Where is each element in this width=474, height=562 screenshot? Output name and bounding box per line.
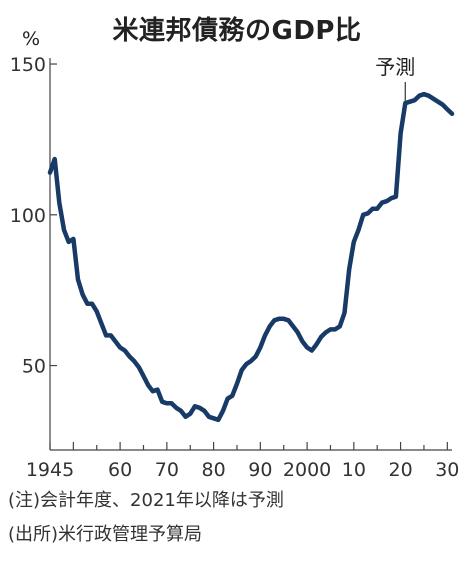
x-tick-label: 80 [202,459,226,481]
x-tick-label: 2000 [283,459,331,481]
x-tick-label: 1945 [26,459,74,481]
y-axis-unit-label: % [22,28,41,50]
x-tick-label: 10 [342,459,366,481]
footnote-fiscal-year: (注)会計年度、2021年以降は予測 [8,490,284,511]
chart-title: 米連邦債務のGDP比 [112,16,362,46]
y-tick-label: 150 [10,54,46,76]
x-tick-label: 90 [248,459,272,481]
debt-to-gdp-series-line [47,91,455,423]
forecast-annotation: 予測 [375,55,415,107]
x-tick-label: 60 [108,459,132,481]
footnote-source: (出所)米行政管理予算局 [8,524,203,545]
x-tick-label: 20 [388,459,412,481]
x-tick-label: 70 [155,459,179,481]
plot-area [47,91,455,423]
y-tick-label: 50 [22,356,46,378]
chart-axes: 50 100 150 1945 60 70 80 90 2000 10 20 30 [10,54,460,481]
x-tick-label: 30 [435,459,459,481]
forecast-label: 予測 [375,55,415,79]
y-tick-label: 100 [10,205,46,227]
